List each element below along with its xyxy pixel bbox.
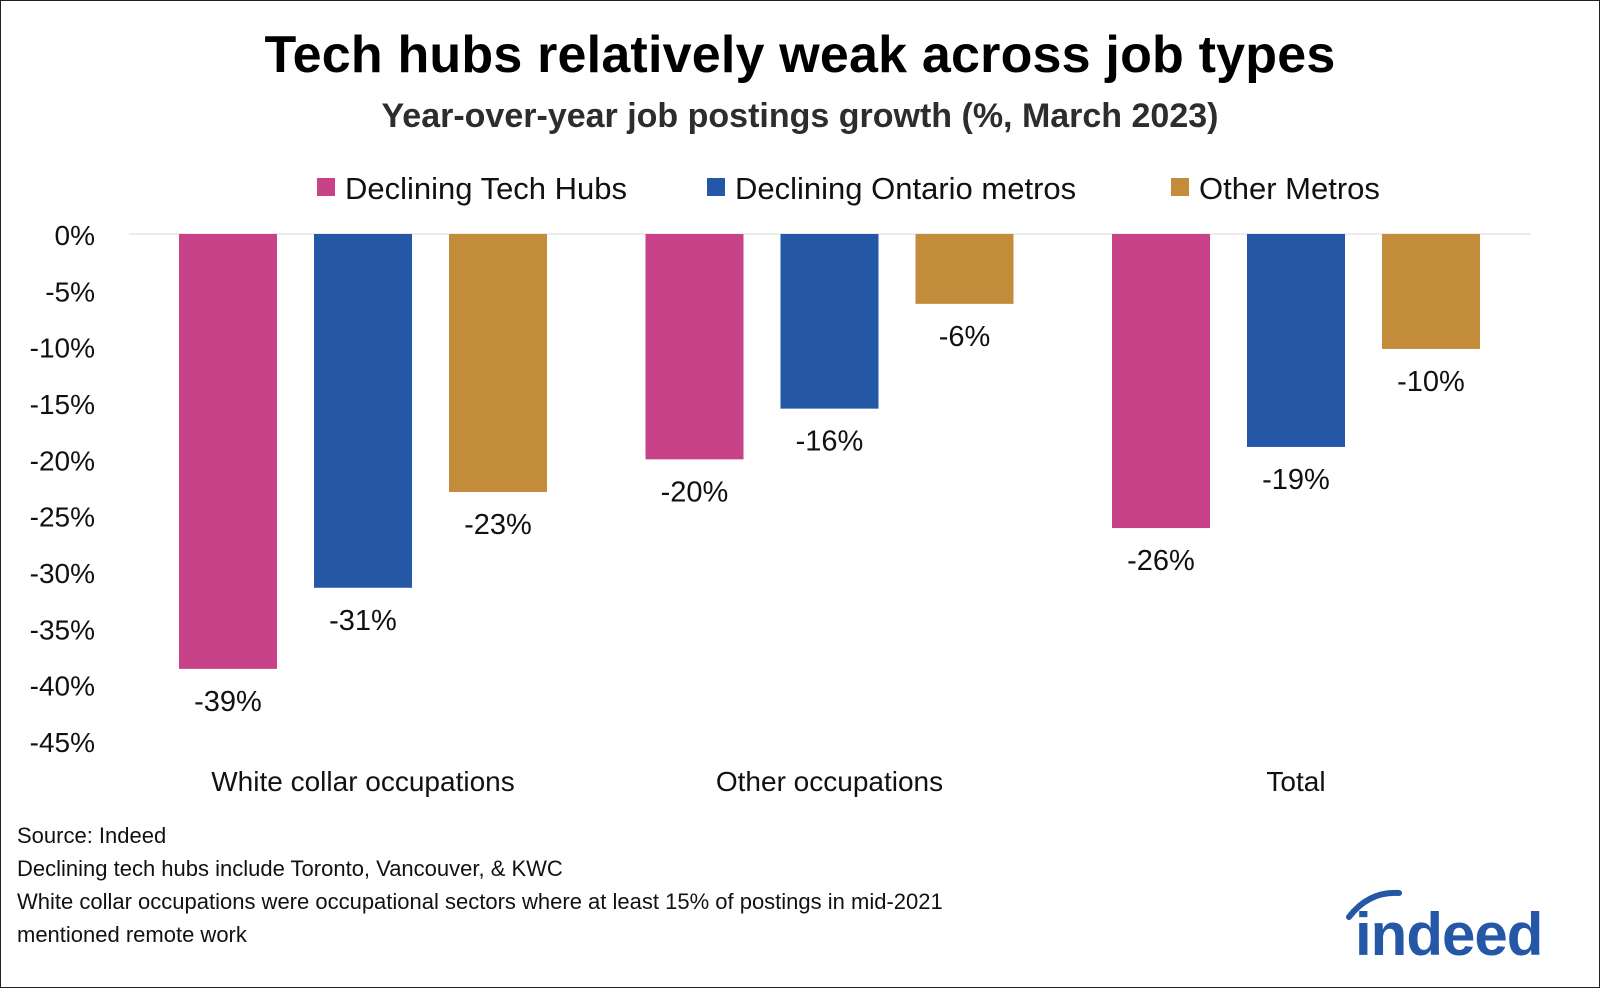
indeed-logo-text: indeed xyxy=(1355,901,1542,967)
legend-label: Declining Tech Hubs xyxy=(345,171,627,206)
legend-label: Other Metros xyxy=(1199,171,1380,206)
data-label: -39% xyxy=(194,686,262,718)
indeed-logo: indeed xyxy=(1346,889,1543,967)
x-category-label: Total xyxy=(1266,766,1325,797)
y-tick-label: -30% xyxy=(30,558,95,589)
footnotes: Source: Indeed Declining tech hubs inclu… xyxy=(17,819,943,951)
data-label: -26% xyxy=(1127,545,1195,577)
legend-swatch xyxy=(317,178,335,196)
bar xyxy=(780,234,879,409)
footnote-remote-work: mentioned remote work xyxy=(17,922,247,947)
y-tick-label: -35% xyxy=(30,614,95,645)
y-tick-label: -40% xyxy=(30,671,95,702)
bar xyxy=(645,234,744,460)
legend-swatch xyxy=(707,178,725,196)
bar xyxy=(915,234,1014,304)
footnote-source: Source: Indeed xyxy=(17,823,167,848)
footnote-tech-hubs: Declining tech hubs include Toronto, Van… xyxy=(17,856,563,881)
bar xyxy=(1112,234,1210,529)
data-label: -19% xyxy=(1262,464,1330,496)
chart-title: Tech hubs relatively weak across job typ… xyxy=(264,26,1336,84)
bar xyxy=(1382,234,1480,349)
legend-swatch xyxy=(1171,178,1189,196)
y-tick-label: -20% xyxy=(30,445,95,476)
data-label: -16% xyxy=(796,426,864,458)
data-label: -31% xyxy=(329,605,397,637)
bar xyxy=(179,234,277,669)
data-label: -20% xyxy=(661,476,729,508)
bar xyxy=(449,234,547,493)
data-label: -6% xyxy=(939,321,991,353)
y-tick-label: -15% xyxy=(30,389,95,420)
footnote-white-collar: White collar occupations were occupation… xyxy=(17,889,943,914)
data-label: -23% xyxy=(464,509,532,541)
y-tick-label: -5% xyxy=(45,276,95,307)
y-tick-label: -25% xyxy=(30,502,95,533)
data-label: -10% xyxy=(1397,366,1465,398)
chart-subtitle: Year-over-year job postings growth (%, M… xyxy=(381,97,1219,135)
x-category-label: Other occupations xyxy=(716,766,943,797)
y-tick-label: 0% xyxy=(55,220,95,251)
legend-label: Declining Ontario metros xyxy=(735,171,1076,206)
y-tick-label: -45% xyxy=(30,727,95,758)
bar xyxy=(1247,234,1345,447)
x-category-label: White collar occupations xyxy=(211,766,514,797)
y-tick-label: -10% xyxy=(30,333,95,364)
bar xyxy=(314,234,412,588)
